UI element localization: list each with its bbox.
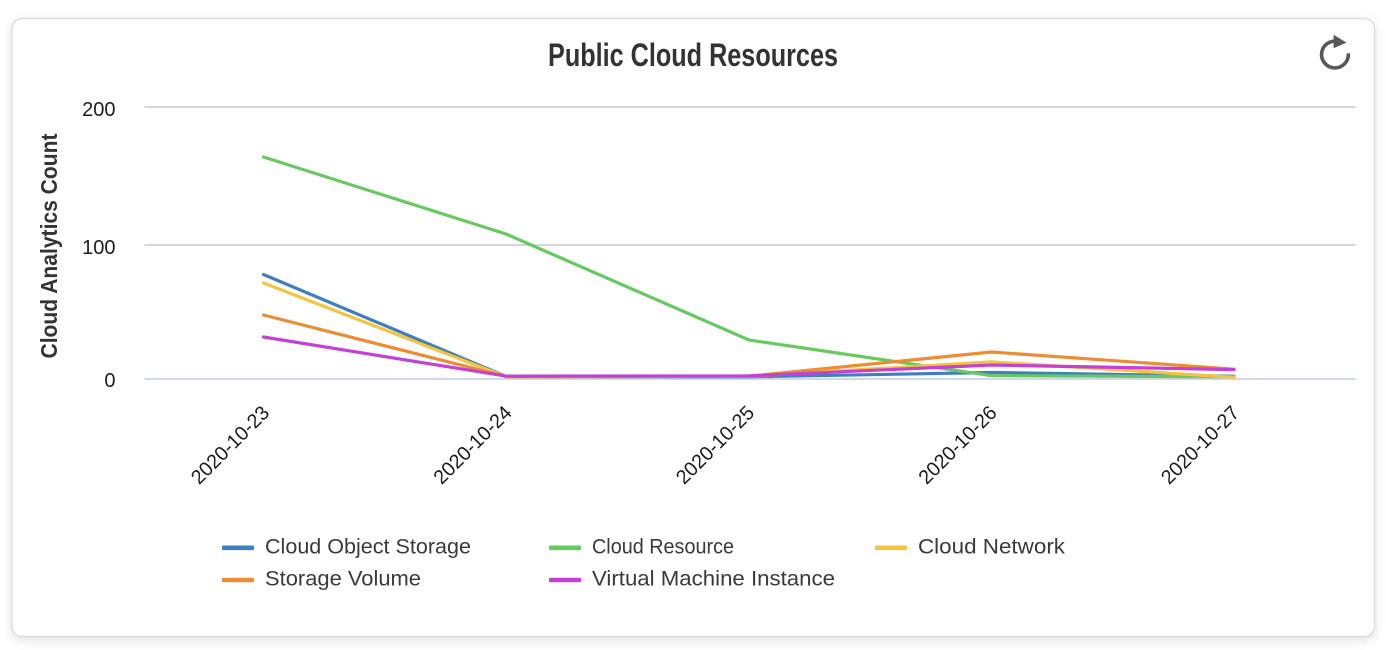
svg-text:Cloud Analytics Count: Cloud Analytics Count <box>36 133 62 358</box>
svg-text:Virtual Machine Instance: Virtual Machine Instance <box>592 568 835 591</box>
svg-text:0: 0 <box>104 370 115 392</box>
svg-text:200: 200 <box>82 99 115 121</box>
svg-text:Cloud Network: Cloud Network <box>918 536 1066 559</box>
svg-text:Storage Volume: Storage Volume <box>265 568 421 591</box>
svg-text:Public Cloud Resources: Public Cloud Resources <box>548 37 838 73</box>
svg-text:Cloud Resource: Cloud Resource <box>592 536 734 559</box>
svg-text:Cloud Object Storage: Cloud Object Storage <box>265 536 471 559</box>
svg-text:100: 100 <box>82 237 115 259</box>
